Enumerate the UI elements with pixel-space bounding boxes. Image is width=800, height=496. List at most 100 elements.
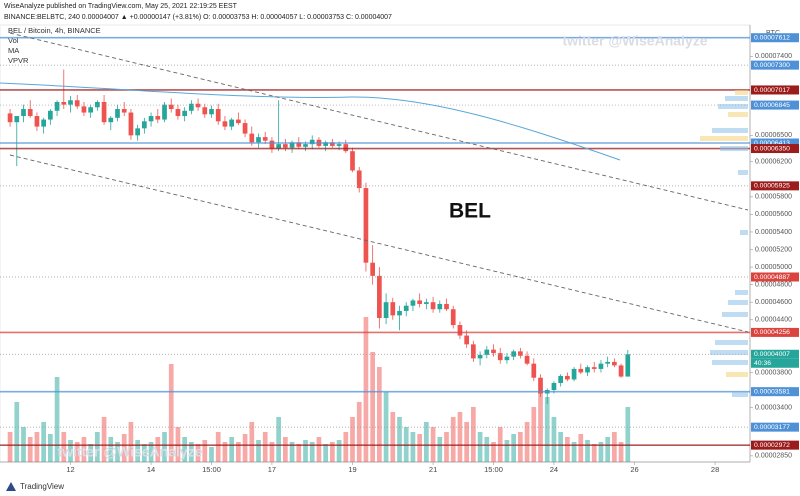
candle-body	[155, 116, 161, 120]
candle-body	[585, 367, 590, 373]
price-tag-label: 0.00007612	[754, 35, 790, 42]
volume-bar	[229, 437, 234, 462]
price-tag	[751, 349, 799, 359]
vpvr-bar	[718, 104, 748, 109]
volume-bar	[14, 402, 20, 462]
volume-bar	[115, 442, 120, 462]
candle-body	[202, 107, 208, 115]
volume-bar	[309, 442, 315, 462]
candle-body	[538, 377, 543, 394]
vpvr-bar	[712, 360, 748, 365]
volume-bar	[417, 434, 423, 462]
y-tick-label: 0.00006200	[755, 159, 792, 166]
price-tag-label: 0.00004007	[754, 351, 790, 358]
candle-body	[591, 367, 597, 369]
price-tag	[751, 422, 799, 432]
candle-body	[175, 109, 181, 117]
candle-body	[236, 119, 241, 124]
candle-body	[222, 121, 228, 127]
volume-bar	[27, 437, 33, 462]
vpvr-bar	[740, 230, 748, 235]
candle-body	[390, 302, 396, 316]
price-tag	[751, 144, 799, 154]
vpvr-bar	[710, 350, 748, 355]
price-tag-label: 0.00003581	[754, 388, 790, 395]
vpvr-bar	[700, 136, 748, 141]
volume-bar	[121, 434, 127, 462]
candle-body	[209, 109, 214, 115]
candle-body	[303, 144, 308, 147]
candle-body	[612, 361, 617, 366]
volume-bar	[612, 432, 617, 462]
price-tag-label: 0.00007017	[754, 87, 790, 94]
candle-body	[437, 303, 443, 310]
candle-body	[356, 170, 362, 189]
volume-bar	[215, 432, 221, 462]
volume-bar	[491, 442, 496, 462]
volume-bar	[518, 432, 523, 462]
volume-bar	[262, 432, 268, 462]
candle-body	[48, 110, 53, 120]
candle-body	[531, 363, 537, 378]
volume-bar	[504, 440, 510, 462]
candle-body	[7, 113, 13, 123]
candle-body	[189, 103, 194, 111]
price-tag	[751, 272, 799, 282]
volume-bar	[336, 440, 342, 462]
volume-bar	[209, 447, 214, 462]
volume-bar	[330, 442, 335, 462]
volume-bar	[558, 432, 564, 462]
candle-body	[21, 109, 26, 117]
volume-bar	[544, 397, 550, 462]
volume-bar	[598, 442, 604, 462]
candle-body	[363, 188, 369, 263]
volume-bar	[605, 437, 611, 462]
volume-bar	[142, 444, 147, 462]
price-tag	[751, 440, 799, 450]
vpvr-bar	[722, 312, 748, 317]
candle-body	[54, 102, 60, 111]
candle-body	[108, 117, 114, 123]
volume-bar	[269, 442, 275, 462]
candle-body	[269, 140, 275, 149]
y-tick-label: 0.00004400	[755, 317, 792, 324]
volume-bar	[444, 432, 449, 462]
candle-body	[578, 368, 584, 373]
candle-body	[242, 123, 248, 134]
volume-bar	[397, 417, 402, 462]
price-tag	[751, 85, 799, 95]
candle-body	[128, 112, 134, 136]
price-tag-label: 0.00003177	[754, 424, 790, 431]
candle-body	[142, 121, 147, 129]
candle-body	[477, 354, 483, 359]
candle-body	[249, 133, 255, 143]
symbol-annotation: BEL	[449, 200, 491, 223]
volume-bar	[256, 440, 261, 462]
candle-body	[115, 109, 120, 118]
y-tick-label: 0.00003400	[755, 404, 792, 411]
price-tag	[751, 327, 799, 337]
candle-body	[148, 116, 154, 122]
price-tag	[751, 138, 799, 148]
volume-bar	[189, 442, 194, 462]
price-tag-label: 0.00007300	[754, 62, 790, 69]
volume-bar	[356, 402, 362, 462]
volume-bar	[625, 407, 631, 462]
candle-body	[558, 375, 564, 383]
candle-body	[625, 354, 631, 377]
vpvr-profile	[700, 90, 748, 397]
price-tag	[751, 387, 799, 397]
candle-body	[504, 356, 510, 361]
candle-body	[410, 300, 416, 306]
volume-bar	[424, 422, 429, 462]
candle-body	[471, 344, 476, 359]
candle-body	[571, 368, 577, 380]
candle-body	[95, 102, 100, 108]
x-tick-label: 14	[147, 465, 155, 474]
y-tick-label: 0.00007400	[755, 53, 792, 60]
volume-bar	[437, 437, 443, 462]
volume-bar	[303, 440, 308, 462]
price-tag-label: 0.00004256	[754, 329, 790, 336]
volume-bar	[74, 442, 80, 462]
